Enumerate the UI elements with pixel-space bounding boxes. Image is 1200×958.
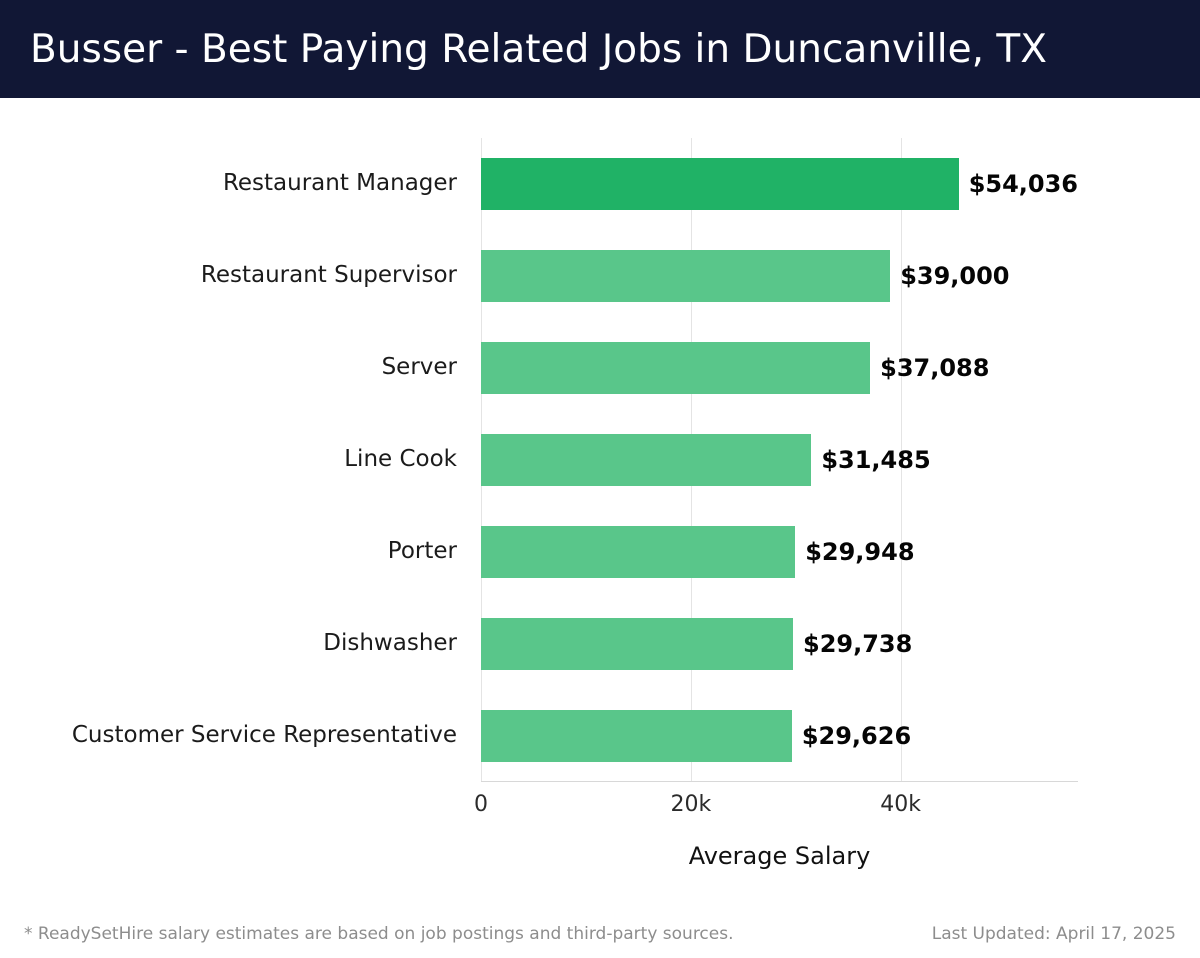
value-label: $29,738	[803, 630, 913, 658]
x-tick-label: 20k	[670, 792, 712, 817]
x-tick-label: 0	[474, 792, 488, 817]
category-label: Server	[381, 354, 457, 381]
category-label: Porter	[387, 538, 457, 565]
bar-track: $39,000	[481, 250, 1078, 302]
x-axis-title: Average Salary	[688, 842, 871, 870]
header: Busser - Best Paying Related Jobs in Dun…	[0, 0, 1200, 98]
chart-rows: Restaurant Manager $54,036 Restaurant Supe…	[0, 138, 1200, 782]
chart-row: Server $37,088	[0, 322, 1200, 414]
bar	[481, 710, 792, 762]
bar	[481, 158, 959, 210]
bar-chart: Restaurant Manager $54,036 Restaurant Supe…	[0, 138, 1200, 782]
value-label: $29,626	[801, 722, 912, 750]
footer: * ReadySetHire salary estimates are base…	[24, 924, 1176, 944]
chart-row: Restaurant Manager $54,036	[0, 138, 1200, 230]
footer-disclaimer: * ReadySetHire salary estimates are base…	[24, 924, 734, 944]
x-tick-label: 40k	[880, 792, 922, 817]
category-label: Restaurant Manager	[222, 170, 457, 197]
value-label: $54,036	[968, 170, 1078, 198]
bar	[481, 526, 796, 578]
category-label: Line Cook	[344, 446, 457, 473]
chart-row: Customer Service Representative $29,626	[0, 690, 1200, 782]
bar-track: $29,738	[481, 618, 1078, 670]
bar	[481, 342, 871, 394]
chart-row: Restaurant Supervisor $39,000	[0, 230, 1200, 322]
value-label: $29,948	[805, 538, 915, 566]
bar-track: $54,036	[481, 158, 1078, 210]
x-ticks: 0 20k 40k	[474, 782, 1078, 828]
bar-track: $29,626	[481, 710, 1078, 762]
bar-track: $29,948	[481, 526, 1078, 578]
chart-row: Line Cook $31,485	[0, 414, 1200, 506]
category-label: Restaurant Supervisor	[200, 262, 457, 289]
value-label: $39,000	[900, 262, 1010, 290]
value-label: $31,485	[821, 446, 931, 474]
chart-row: Porter $29,948	[0, 506, 1200, 598]
bar	[481, 618, 793, 670]
category-label: Customer Service Representative	[71, 722, 457, 749]
bar	[481, 434, 812, 486]
page-title: Busser - Best Paying Related Jobs in Dun…	[30, 26, 1047, 72]
bar-track: $31,485	[481, 434, 1078, 486]
footer-last-updated: Last Updated: April 17, 2025	[931, 924, 1176, 944]
gridline	[900, 138, 902, 781]
category-label: Dishwasher	[323, 630, 457, 657]
chart-row: Dishwasher $29,738	[0, 598, 1200, 690]
value-label: $37,088	[880, 354, 990, 382]
bar	[481, 250, 891, 302]
bar-track: $37,088	[481, 342, 1078, 394]
